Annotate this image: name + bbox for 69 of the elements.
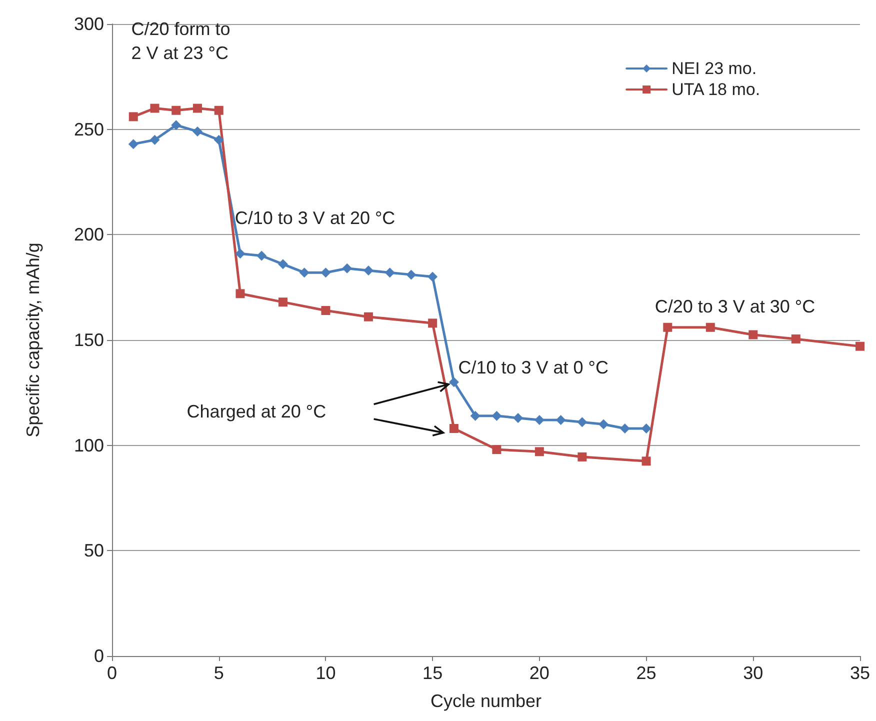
point [256, 250, 267, 261]
point [513, 412, 524, 423]
point [856, 342, 864, 351]
annotation: C/20 to 3 V at 30 °C [654, 296, 816, 316]
annotation: C/20 form to 2 V at 23 °C [131, 18, 230, 63]
x-tick-label: 25 [636, 663, 656, 683]
point [172, 106, 181, 115]
point [492, 410, 502, 421]
point [236, 289, 245, 298]
point [470, 410, 480, 421]
point [748, 330, 758, 340]
point [299, 268, 310, 278]
point [641, 423, 652, 434]
point [278, 259, 288, 270]
y-tick-label: 50 [84, 540, 104, 561]
point [128, 139, 138, 150]
point [278, 298, 288, 307]
point [706, 322, 715, 332]
point [428, 318, 438, 328]
x-tick-label: 30 [743, 663, 764, 683]
y-axis-title: Specific capacity, mAh/g [23, 242, 43, 438]
point [556, 415, 566, 426]
point [364, 312, 373, 322]
point [534, 415, 544, 426]
point [363, 265, 374, 276]
point [214, 134, 224, 145]
point [449, 424, 458, 433]
legend-label: NEI 23 mo. [672, 59, 757, 78]
point [150, 134, 160, 145]
x-tick-label: 15 [422, 663, 443, 683]
point [235, 248, 246, 259]
point [150, 104, 160, 113]
point [577, 417, 588, 428]
point [320, 268, 331, 278]
y-tick-label: 150 [74, 330, 104, 350]
point [598, 419, 609, 430]
y-tick-label: 0 [94, 646, 104, 666]
point [384, 268, 395, 278]
point [192, 126, 202, 136]
x-tick-label: 10 [316, 663, 336, 683]
point [214, 106, 224, 115]
y-tick-label: 100 [74, 435, 104, 456]
x-tick-label: 35 [850, 663, 870, 683]
point [342, 263, 352, 274]
point [534, 447, 544, 456]
annotation: C/10 to 3 V at 0 °C [458, 357, 608, 378]
y-tick-label: 300 [74, 14, 104, 34]
point [448, 377, 459, 388]
point [321, 306, 330, 316]
point [578, 452, 587, 462]
point [620, 423, 630, 434]
point [642, 456, 651, 466]
x-tick-label: 0 [106, 663, 118, 683]
point [492, 445, 502, 454]
point [791, 334, 800, 344]
legend-label: UTA 18 mo. [672, 80, 760, 99]
point [406, 270, 416, 280]
annotation: C/10 to 3 V at 20 °C [234, 208, 396, 228]
x-tick-label: 5 [214, 663, 224, 683]
point [428, 272, 438, 282]
point [128, 112, 138, 122]
y-tick-label: 200 [74, 224, 104, 245]
annotation: Charged at 20 °C [186, 402, 326, 422]
y-tick-label: 250 [74, 119, 104, 140]
point [663, 322, 672, 332]
point [192, 104, 202, 113]
x-axis-title: Cycle number [430, 691, 542, 711]
point [171, 120, 182, 130]
x-tick-label: 20 [529, 663, 550, 683]
